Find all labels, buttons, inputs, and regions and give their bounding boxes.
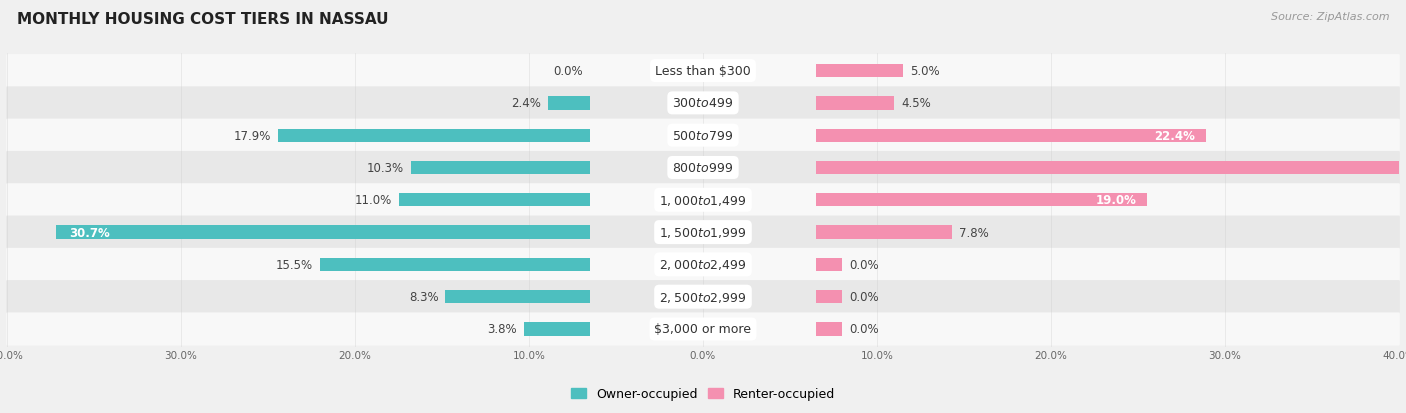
Text: $3,000 or more: $3,000 or more	[655, 323, 751, 336]
Text: $300 to $499: $300 to $499	[672, 97, 734, 110]
Text: $500 to $799: $500 to $799	[672, 129, 734, 142]
Text: 22.4%: 22.4%	[1154, 129, 1195, 142]
Text: $1,000 to $1,499: $1,000 to $1,499	[659, 193, 747, 207]
Text: 0.0%: 0.0%	[554, 65, 583, 78]
Text: 5.0%: 5.0%	[910, 65, 939, 78]
Text: $2,000 to $2,499: $2,000 to $2,499	[659, 258, 747, 272]
Bar	[815, 226, 952, 239]
Text: $2,500 to $2,999: $2,500 to $2,999	[659, 290, 747, 304]
FancyBboxPatch shape	[6, 184, 1400, 217]
Bar	[815, 258, 842, 271]
Text: Source: ZipAtlas.com: Source: ZipAtlas.com	[1271, 12, 1389, 22]
FancyBboxPatch shape	[6, 248, 1400, 281]
Text: 7.8%: 7.8%	[959, 226, 988, 239]
Bar	[321, 258, 591, 271]
Bar	[278, 129, 591, 142]
Bar	[56, 226, 591, 239]
Bar	[815, 97, 894, 110]
Bar	[398, 194, 591, 207]
Text: 8.3%: 8.3%	[409, 290, 439, 304]
Text: 30.7%: 30.7%	[70, 226, 111, 239]
FancyBboxPatch shape	[6, 55, 1400, 88]
Text: 11.0%: 11.0%	[354, 194, 391, 207]
Text: 19.0%: 19.0%	[1095, 194, 1136, 207]
Bar	[548, 97, 591, 110]
Text: 4.5%: 4.5%	[901, 97, 931, 110]
Bar	[815, 290, 842, 304]
Text: 17.9%: 17.9%	[235, 129, 271, 142]
Text: Less than $300: Less than $300	[655, 65, 751, 78]
Bar	[411, 161, 591, 175]
Bar	[815, 161, 1406, 175]
Text: $800 to $999: $800 to $999	[672, 161, 734, 175]
Bar	[815, 323, 842, 336]
FancyBboxPatch shape	[6, 119, 1400, 152]
Bar	[446, 290, 591, 304]
Text: 2.4%: 2.4%	[512, 97, 541, 110]
Text: 15.5%: 15.5%	[276, 258, 314, 271]
Legend: Owner-occupied, Renter-occupied: Owner-occupied, Renter-occupied	[567, 382, 839, 405]
FancyBboxPatch shape	[6, 152, 1400, 185]
Bar	[815, 65, 903, 78]
FancyBboxPatch shape	[6, 216, 1400, 249]
Text: 0.0%: 0.0%	[849, 258, 879, 271]
Bar	[815, 129, 1206, 142]
Text: 0.0%: 0.0%	[849, 290, 879, 304]
Text: 3.8%: 3.8%	[488, 323, 517, 336]
Text: 10.3%: 10.3%	[367, 161, 404, 175]
Text: MONTHLY HOUSING COST TIERS IN NASSAU: MONTHLY HOUSING COST TIERS IN NASSAU	[17, 12, 388, 27]
FancyBboxPatch shape	[6, 280, 1400, 313]
FancyBboxPatch shape	[6, 313, 1400, 346]
Text: $1,500 to $1,999: $1,500 to $1,999	[659, 225, 747, 240]
FancyBboxPatch shape	[6, 87, 1400, 120]
Bar	[815, 194, 1147, 207]
Bar	[524, 323, 591, 336]
Text: 0.0%: 0.0%	[849, 323, 879, 336]
